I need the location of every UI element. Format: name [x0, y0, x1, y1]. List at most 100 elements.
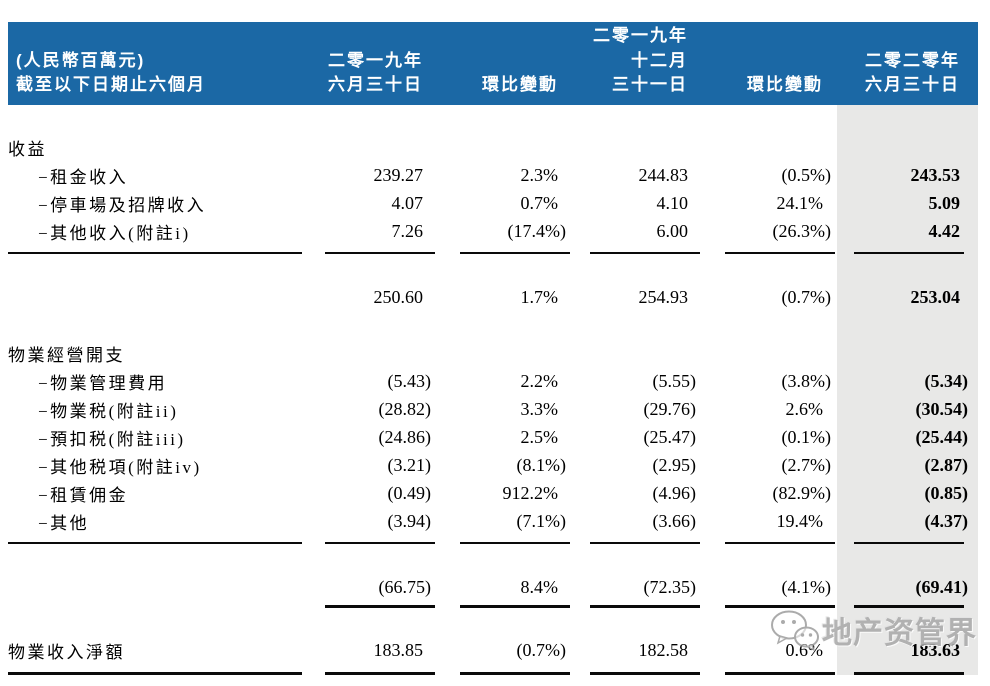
cell-2019-jun-30: (0.49)	[387, 482, 432, 503]
table-row: −租金收入 239.27 2.3% 244.83 (0.5%) 243.53	[8, 161, 972, 189]
cell-qoq-change-2: 24.1%	[776, 192, 824, 213]
header-col-2020-jun-30: 二零二零年 六月三十日	[865, 50, 960, 95]
cell-2020-jun-30: 243.53	[910, 164, 961, 185]
cell-qoq-change-1: 2.3%	[520, 164, 559, 185]
header-col-label: (人民幣百萬元) 截至以下日期止六個月	[16, 50, 206, 95]
cell-2020-jun-30: (0.85)	[924, 482, 969, 503]
rule-segment	[435, 672, 570, 675]
cell-2019-dec-31: (29.76)	[643, 398, 697, 419]
row-label: −預扣税(附註iii)	[38, 429, 186, 449]
cell-2019-jun-30: 250.60	[373, 286, 424, 307]
table-row: 物業經營開支	[8, 339, 972, 367]
rule-segment	[8, 542, 302, 544]
cell-2020-jun-30: (25.44)	[915, 426, 969, 447]
table-row: −物業管理費用 (5.43) 2.2% (5.55) (3.8%) (5.34)	[8, 367, 972, 395]
row-label: −其他税項(附註iv)	[38, 457, 202, 477]
rule-segment	[435, 605, 570, 608]
cell-2019-jun-30: 239.27	[373, 164, 424, 185]
row-label: 物業收入淨額	[8, 642, 125, 662]
cell-2020-jun-30: 183.63	[910, 639, 961, 660]
row-label: −其他	[38, 513, 90, 533]
cell-2019-jun-30: (3.94)	[387, 510, 432, 531]
rule-segment	[435, 252, 570, 254]
cell-qoq-change-1: 912.2%	[502, 482, 559, 503]
rule-segment	[835, 672, 972, 675]
cell-2019-jun-30: (24.86)	[378, 426, 432, 447]
table-row: −其他 (3.94) (7.1%) (3.66) 19.4% (4.37)	[8, 507, 972, 535]
cell-2019-jun-30: (3.21)	[387, 454, 432, 475]
row-label: −其他收入(附註i)	[38, 223, 191, 243]
row-label: 收益	[8, 139, 47, 159]
table-row: −其他收入(附註i) 7.26 (17.4%) 6.00 (26.3%) 4.42	[8, 217, 972, 245]
rule-segment	[8, 252, 302, 254]
cell-qoq-change-2: (82.9%)	[772, 482, 831, 503]
cell-2019-dec-31: 6.00	[656, 220, 689, 241]
table-row	[8, 605, 972, 608]
cell-2020-jun-30: 5.09	[928, 192, 961, 213]
rule-segment	[8, 672, 302, 675]
cell-2019-dec-31: (4.96)	[652, 482, 697, 503]
cell-2019-jun-30: 183.85	[373, 639, 424, 660]
cell-qoq-change-2: 19.4%	[776, 510, 824, 531]
cell-qoq-change-2: (0.5%)	[781, 164, 831, 185]
table-row: 收益	[8, 133, 972, 161]
cell-2020-jun-30: (4.37)	[924, 510, 969, 531]
table-row: −物業税(附註ii) (28.82) 3.3% (29.76) 2.6% (30.54)	[8, 395, 972, 423]
table-header: (人民幣百萬元) 截至以下日期止六個月 二零一九年 六月三十日 環比變動 二零一…	[8, 22, 978, 105]
cell-2019-dec-31: 254.93	[638, 286, 689, 307]
cell-2019-jun-30: 4.07	[391, 192, 424, 213]
cell-2019-dec-31: 244.83	[638, 164, 689, 185]
cell-2019-dec-31: (25.47)	[643, 426, 697, 447]
row-label: −物業税(附註ii)	[38, 401, 179, 421]
rule-segment	[570, 605, 700, 608]
cell-2020-jun-30: 253.04	[910, 286, 961, 307]
table-row: 物業收入淨額 183.85 (0.7%) 182.58 0.6% 183.63	[8, 636, 972, 664]
cell-qoq-change-2: (26.3%)	[772, 220, 831, 241]
rule-segment	[700, 605, 835, 608]
cell-qoq-change-2: (4.1%)	[781, 576, 831, 597]
rule-segment	[570, 252, 700, 254]
cell-qoq-change-1: 3.3%	[520, 398, 559, 419]
cell-qoq-change-2: (3.8%)	[781, 370, 831, 391]
cell-2020-jun-30: (2.87)	[924, 454, 969, 475]
cell-qoq-change-2: (0.7%)	[781, 286, 831, 307]
row-label: −租金收入	[38, 167, 129, 187]
cell-qoq-change-2: 2.6%	[785, 398, 824, 419]
rule-segment	[302, 252, 435, 254]
cell-qoq-change-1: 1.7%	[520, 286, 559, 307]
rule-segment	[835, 542, 972, 544]
cell-qoq-change-1: (7.1%)	[516, 510, 566, 531]
cell-qoq-change-1: 2.2%	[520, 370, 559, 391]
cell-qoq-change-1: 2.5%	[520, 426, 559, 447]
header-col-qoq-change-2: 環比變動	[747, 75, 823, 95]
cell-qoq-change-2: (2.7%)	[781, 454, 831, 475]
table-row	[8, 252, 972, 255]
highlight-column-background	[837, 105, 978, 675]
cell-2020-jun-30: (30.54)	[915, 398, 969, 419]
rule-segment	[570, 542, 700, 544]
cell-2019-jun-30: (66.75)	[378, 576, 432, 597]
cell-qoq-change-1: (17.4%)	[507, 220, 566, 241]
cell-qoq-change-1: (0.7%)	[516, 639, 566, 660]
table-row: −停車場及招牌收入 4.07 0.7% 4.10 24.1% 5.09	[8, 189, 972, 217]
cell-2019-jun-30: 7.26	[391, 220, 424, 241]
table-row: −租賃佣金 (0.49) 912.2% (4.96) (82.9%) (0.85)	[8, 479, 972, 507]
header-col-2019-dec-31: 二零一九年 十二月 三十一日	[593, 26, 688, 95]
cell-qoq-change-1: 0.7%	[520, 192, 559, 213]
rule-segment	[435, 542, 570, 544]
table-row: 250.60 1.7% 254.93 (0.7%) 253.04	[8, 283, 972, 311]
cell-2020-jun-30: 4.42	[928, 220, 961, 241]
cell-2019-jun-30: (28.82)	[378, 398, 432, 419]
row-label: 物業經營開支	[8, 345, 125, 365]
header-col-2019-jun-30: 二零一九年 六月三十日	[328, 50, 423, 95]
rule-segment	[700, 542, 835, 544]
table-body: 收益 −租金收入 239.27 2.3% 244.83 (0.5%) 243.53 −停車場及…	[8, 105, 972, 675]
rule-segment	[570, 672, 700, 675]
rule-segment	[302, 672, 435, 675]
header-col-qoq-change-1: 環比變動	[482, 75, 558, 95]
table-row: −預扣税(附註iii) (24.86) 2.5% (25.47) (0.1%) (25.4…	[8, 423, 972, 451]
row-label: −停車場及招牌收入	[38, 195, 207, 215]
rule-segment	[302, 542, 435, 544]
cell-2019-dec-31: (5.55)	[652, 370, 697, 391]
